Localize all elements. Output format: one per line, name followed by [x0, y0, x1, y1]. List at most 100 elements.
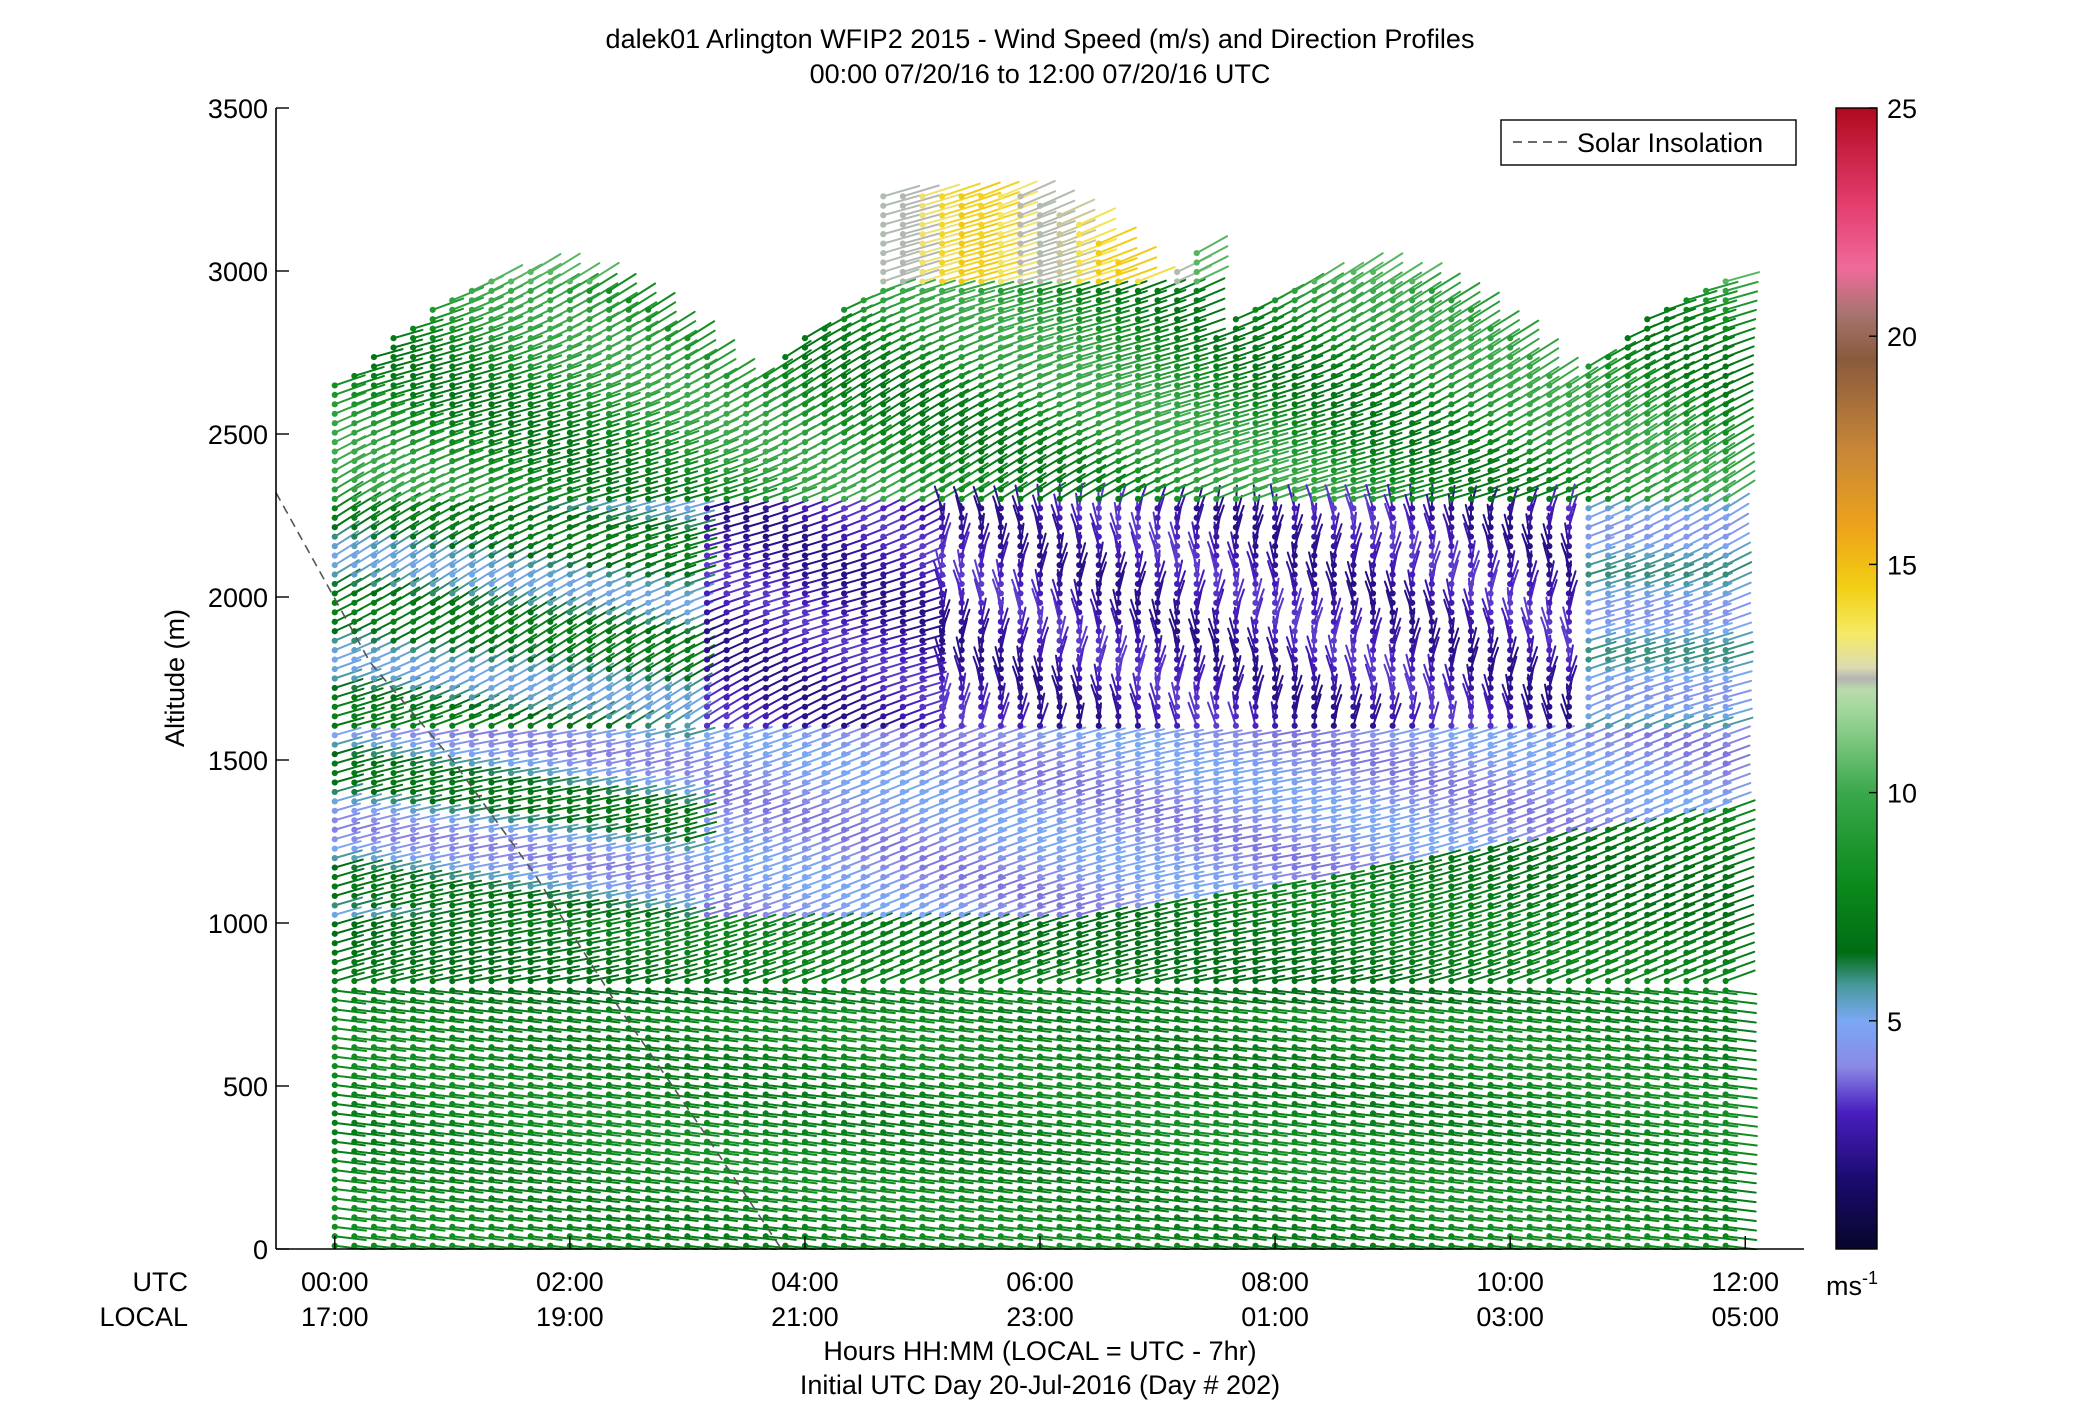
- wind-barb-dot: [331, 968, 338, 975]
- wind-barb-dot: [664, 1148, 671, 1155]
- wind-barb-dot: [370, 1214, 378, 1221]
- wind-barb-dot: [566, 1195, 573, 1202]
- wind-barb-dot: [429, 524, 436, 531]
- wind-barb: [372, 774, 404, 784]
- wind-barb: [333, 812, 361, 822]
- wind-barb: [470, 376, 502, 387]
- wind-barb-dot: [507, 788, 515, 796]
- wind-barb-dot: [645, 401, 652, 408]
- wind-barb-dot: [351, 495, 358, 502]
- wind-barb: [392, 1036, 426, 1043]
- wind-barb-dot: [527, 817, 534, 824]
- wind-barb-dot: [645, 798, 652, 805]
- wind-barb-dot: [527, 505, 534, 512]
- wind-barb-dot: [743, 637, 750, 644]
- wind-barb-dot: [743, 1242, 750, 1249]
- wind-barb: [490, 432, 522, 444]
- wind-barb: [431, 1065, 466, 1071]
- wind-barb-dot: [566, 1119, 573, 1126]
- wind-barb: [372, 463, 406, 481]
- wind-barb-dot: [625, 1081, 632, 1089]
- wind-barb-dot: [331, 855, 338, 862]
- wind-barb-dot: [645, 637, 652, 644]
- wind-barb-dot: [684, 429, 691, 436]
- wind-barb: [451, 521, 480, 538]
- wind-barb-dot: [586, 902, 593, 909]
- wind-barb-dot: [410, 1053, 417, 1060]
- wind-barb-dot: [449, 344, 456, 351]
- wind-barb-dot: [723, 590, 730, 597]
- wind-barb-dot: [645, 807, 652, 814]
- wind-barb-dot: [449, 1176, 456, 1183]
- wind-barb-dot: [762, 788, 769, 796]
- wind-barb-dot: [351, 1025, 358, 1032]
- wind-barb-dot: [390, 968, 397, 975]
- wind-barb: [510, 324, 543, 340]
- wind-barb-dot: [723, 1044, 730, 1051]
- wind-barb-dot: [527, 1138, 534, 1145]
- wind-barb-dot: [410, 911, 417, 918]
- wind-barb-dot: [370, 855, 378, 862]
- wind-barb: [470, 467, 504, 481]
- wind-barb: [451, 317, 484, 330]
- wind-barb-dot: [370, 996, 378, 1004]
- wind-barb-dot: [801, 1034, 809, 1041]
- wind-barb-dot: [429, 1100, 436, 1108]
- wind-barb-dot: [449, 1223, 456, 1230]
- wind-barb: [451, 466, 485, 481]
- wind-barb-dot: [331, 429, 338, 436]
- wind-barb: [392, 850, 421, 860]
- wind-barb: [412, 429, 445, 444]
- wind-barb-dot: [488, 968, 495, 975]
- wind-barb-dot: [488, 1167, 495, 1174]
- wind-barb-dot: [684, 609, 691, 616]
- wind-barb-dot: [488, 1195, 495, 1202]
- wind-barb-dot: [488, 353, 495, 361]
- wind-barb-dot: [782, 732, 789, 739]
- wind-barb-dot: [743, 741, 750, 748]
- wind-barb-dot: [821, 1110, 828, 1117]
- wind-barb: [412, 1093, 446, 1100]
- wind-barb: [529, 785, 561, 793]
- wind-barb-dot: [527, 968, 534, 975]
- wind-barb-dot: [762, 779, 769, 786]
- wind-barb: [510, 804, 541, 812]
- wind-barb: [392, 595, 421, 614]
- wind-barb: [470, 965, 502, 973]
- wind-barb-dot: [429, 1025, 436, 1032]
- wind-barb-dot: [703, 410, 711, 417]
- wind-barb: [490, 757, 520, 765]
- wind-barb-dot: [586, 817, 593, 824]
- wind-barb-dot: [821, 987, 828, 994]
- wind-barb-dot: [351, 675, 358, 682]
- wind-barb-dot: [645, 552, 652, 559]
- wind-barb: [353, 812, 381, 822]
- wind-barb-dot: [449, 1110, 456, 1117]
- wind-barb-dot: [625, 798, 632, 805]
- wind-barb: [353, 500, 382, 519]
- wind-barb-dot: [645, 524, 652, 531]
- wind-barb-dot: [488, 401, 495, 408]
- wind-barb-dot: [370, 448, 378, 455]
- wind-barb-dot: [527, 590, 534, 597]
- wind-barb-dot: [507, 1072, 515, 1079]
- wind-barb-dot: [331, 524, 338, 531]
- wind-barb-dot: [429, 599, 436, 606]
- wind-barb-dot: [645, 505, 652, 512]
- wind-barb-dot: [488, 439, 495, 446]
- wind-barb: [529, 1102, 564, 1109]
- wind-barb: [431, 714, 463, 727]
- wind-barb: [392, 998, 425, 1005]
- wind-barb-dot: [429, 1214, 436, 1221]
- wind-barb-dot: [488, 344, 495, 351]
- wind-barb: [529, 776, 561, 784]
- wind-barb: [451, 404, 483, 415]
- wind-barb-dot: [586, 382, 593, 389]
- wind-barb-dot: [507, 883, 515, 890]
- wind-barb-dot: [605, 921, 613, 928]
- wind-barb: [372, 596, 402, 614]
- wind-barb-dot: [429, 561, 436, 569]
- wind-barb-dot: [684, 647, 691, 654]
- wind-barb-dot: [331, 505, 338, 512]
- wind-barb: [529, 955, 561, 964]
